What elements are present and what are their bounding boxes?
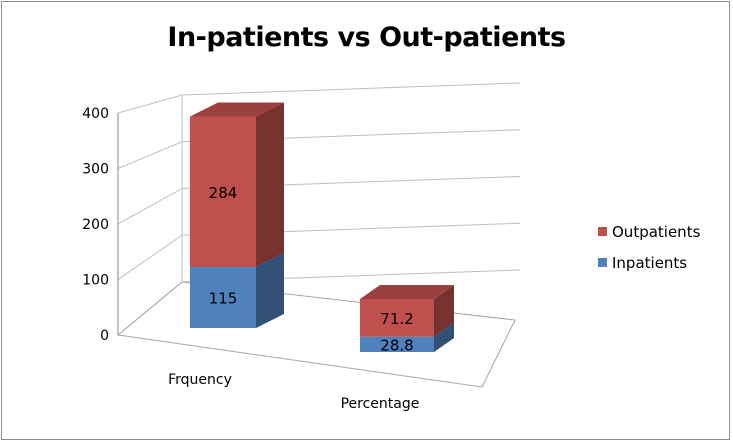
legend-label-outpatients: Outpatients: [612, 222, 701, 241]
bar-side: [256, 253, 284, 328]
legend-item-outpatients: Outpatients: [598, 222, 700, 241]
floor: [116, 281, 516, 388]
y-tick-label: 0: [100, 328, 109, 344]
bar-front: [360, 336, 434, 352]
legend-swatch-inpatients: [598, 258, 607, 267]
bar-front: [190, 267, 256, 328]
legend-label-inpatients: Inpatients: [612, 253, 688, 272]
category-label: Frquency: [168, 372, 232, 388]
y-tick-label: 300: [82, 162, 109, 178]
legend-swatch-outpatients: [598, 227, 607, 236]
legend-item-inpatients: Inpatients: [598, 253, 700, 272]
legend: Outpatients Inpatients: [598, 222, 700, 284]
bar-top: [360, 285, 454, 299]
side-gridline: [117, 188, 183, 225]
data-label: 115: [209, 290, 238, 308]
bar-front: [190, 116, 256, 268]
side-gridline: [117, 94, 183, 114]
bar-side: [256, 102, 284, 268]
bar-side: [434, 322, 454, 352]
bar-side: [434, 285, 454, 337]
data-label: 284: [209, 184, 238, 202]
y-tick-label: 200: [82, 217, 109, 233]
data-label: 71.2: [380, 310, 413, 328]
chart-title: In-patients vs Out-patients: [167, 22, 566, 53]
y-tick-label: 400: [82, 106, 109, 122]
side-gridline: [117, 141, 183, 169]
bar-front: [360, 299, 434, 337]
data-label: 28.8: [380, 336, 413, 354]
y-tick-label: 100: [82, 273, 109, 289]
bar-top: [190, 102, 284, 117]
side-gridline: [117, 234, 183, 280]
gridline: [181, 82, 521, 96]
category-label: Percentage: [341, 396, 420, 412]
